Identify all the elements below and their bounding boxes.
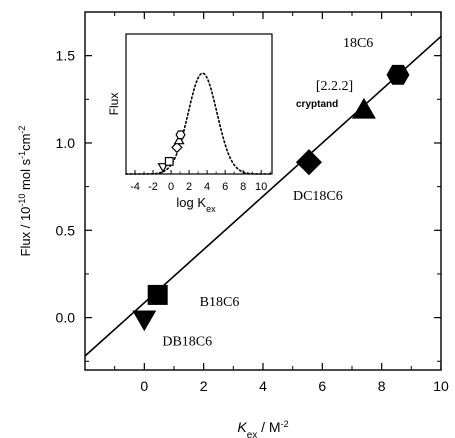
inset-x-tick-label: 10 <box>255 181 267 193</box>
point-label: DB18C6 <box>162 334 212 349</box>
inset-y-axis-label: Flux <box>107 93 121 116</box>
point-label: DC18C6 <box>293 189 343 204</box>
point-b18c6 <box>147 284 168 305</box>
point-222 <box>351 97 376 119</box>
point-18c6 <box>386 64 410 85</box>
main-x-tick-label: 8 <box>378 378 386 394</box>
main-y-tick-label: 0.5 <box>56 222 76 238</box>
inset-data-points <box>157 130 186 173</box>
inset-x-tick-label: -2 <box>148 181 158 193</box>
inset-x-tick-label: -4 <box>130 181 140 193</box>
main-tick-labels: 0 2 4 6 8 100.00.51.01.5 <box>56 48 449 394</box>
inset-dotted-curve <box>125 72 273 175</box>
main-x-tick-label: 10 <box>433 378 449 394</box>
main-axis-ticks <box>85 11 442 370</box>
point-db18c6 <box>132 310 157 332</box>
point-label: [2.2.2] <box>316 79 353 94</box>
main-x-tick-label: 4 <box>259 378 267 394</box>
fit-line <box>84 35 442 357</box>
inset-x-tick-label: 4 <box>204 181 210 193</box>
main-x-tick-label: 2 <box>200 378 208 394</box>
main-point-labels: DB18C6 B18C6 DC18C6 [2.2.2] 18C6 <box>162 36 373 349</box>
inset-x-tick-label: 8 <box>240 181 246 193</box>
inset-point-3 <box>173 134 185 145</box>
main-y-tick-label: 0.0 <box>56 310 76 326</box>
main-chart: 0 2 4 6 8 100.00.51.01.5 DB18C6B18C6DC18C6[2.… <box>17 11 449 438</box>
inset-point-1 <box>164 157 174 166</box>
point-dc18c6 <box>295 149 323 176</box>
inset-point-2 <box>171 141 183 154</box>
inset-tick-labels: -4 -2 0 2 4 6 8 10 <box>130 181 267 193</box>
inset-x-tick-label: 2 <box>186 181 192 193</box>
main-x-tick-label: 6 <box>318 378 326 394</box>
y-axis-label: Flux / 10-10 mol s-1cm-2 <box>17 126 33 257</box>
point-label: 18C6 <box>343 36 373 51</box>
main-x-tick-label: 0 <box>140 378 148 394</box>
point-label: B18C6 <box>200 295 240 310</box>
inset-x-tick-label: 6 <box>222 181 228 193</box>
annotation-cryptand: cryptand <box>296 99 338 110</box>
main-y-tick-label: 1.5 <box>56 48 76 64</box>
main-data-points <box>132 64 410 332</box>
inset-x-tick-label: 0 <box>168 181 174 193</box>
inset-chart: -4 -2 0 2 4 6 8 10 Flux log Kex <box>107 33 273 214</box>
inset-x-axis-label: log Kex <box>176 195 216 214</box>
inset-point-4 <box>175 130 186 140</box>
x-axis-label: Kex / M-2 <box>237 419 288 438</box>
main-y-tick-label: 1.0 <box>56 135 76 151</box>
inset-plot-frame <box>125 33 273 175</box>
